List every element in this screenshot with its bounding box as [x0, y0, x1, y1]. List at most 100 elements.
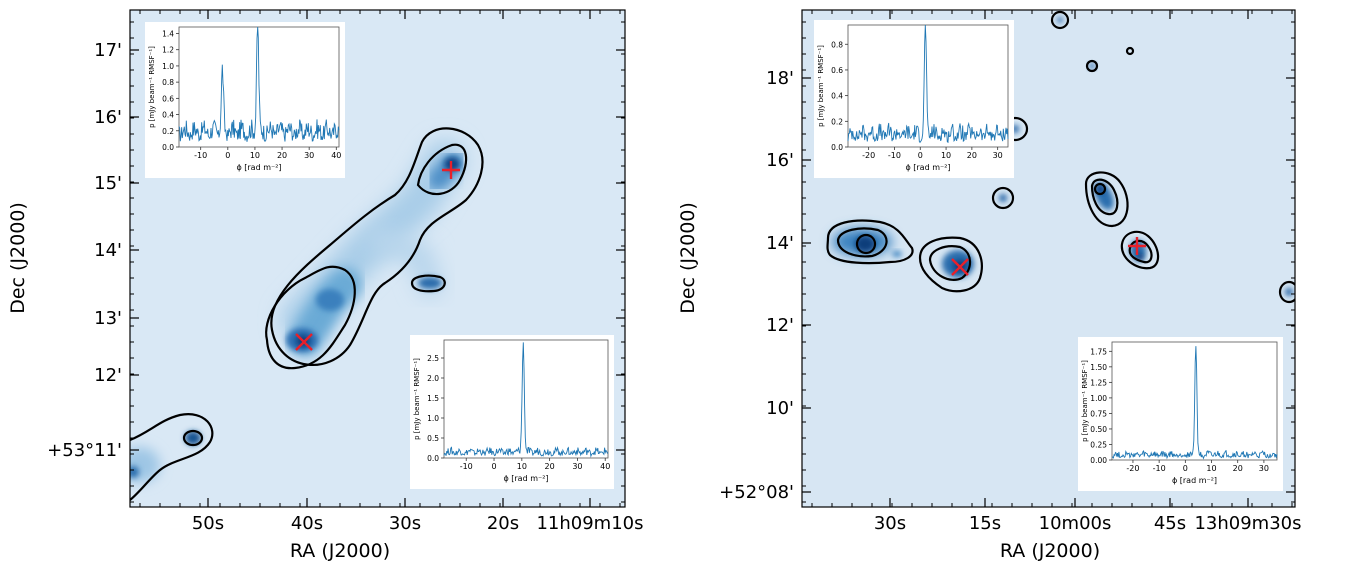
inset-y-tick-label: 0.4 [162, 111, 174, 120]
x-tick-label: 15s [969, 513, 1001, 534]
y-tick-label: 13' [94, 308, 122, 329]
left-emission [130, 127, 484, 501]
left-contours [130, 127, 484, 501]
inset-x-tick-label: 40 [331, 151, 341, 160]
inset-y-tick-label: 1.4 [162, 29, 174, 38]
inset-y-axis-title: p [mJy beam⁻¹ RMSF⁻¹] [1081, 360, 1089, 442]
inset-y-tick-label: 0.25 [1090, 440, 1107, 449]
y-tick-label: +52°08' [719, 482, 794, 503]
inset-right-top: -20 -10 0 10 20 30 0.0 0.2 0.4 0.6 0.8 ϕ [rad m⁻²] p… [814, 20, 1014, 178]
inset-x-axis-title: ϕ [rad m⁻²] [1172, 476, 1217, 485]
left-x-axis-title: RA (J2000) [290, 540, 390, 562]
inset-y-tick-label: 1.25 [1090, 378, 1107, 387]
inset-y-tick-label: 0.75 [1090, 409, 1107, 418]
inset-x-tick-label: 10 [250, 151, 260, 160]
inset-x-tick-label: 0 [225, 151, 230, 160]
inset-x-tick-label: 10 [941, 151, 951, 160]
inset-y-tick-label: 2.5 [427, 354, 439, 363]
inset-y-tick-label: 0.6 [831, 66, 843, 75]
inset-spectrum-line [178, 26, 340, 143]
inset-spectrum-line [1111, 346, 1278, 460]
right-contours [826, 10, 1295, 304]
y-tick-label: 18' [766, 68, 794, 89]
right-x-axis-title: RA (J2000) [1000, 540, 1100, 562]
inset-left-bottom: -10 0 10 20 30 40 0.0 0.5 1.0 1.5 2.0 2.5 ϕ [rad m⁻²… [410, 335, 614, 489]
left-plus-marker [442, 161, 460, 179]
y-tick-label: 12' [94, 365, 122, 386]
x-tick-label: 13h09m30s [1194, 513, 1301, 534]
inset-y-tick-label: 1.75 [1090, 347, 1107, 356]
inset-x-axis-title: ϕ [rad m⁻²] [503, 474, 548, 483]
inset-y-tick-label: 0.8 [831, 40, 843, 49]
inset-x-tick-label: -10 [460, 462, 473, 471]
x-tick-label: 30s [389, 513, 421, 534]
left-y-axis-title: Dec (J2000) [7, 202, 29, 314]
right-map-frame [801, 9, 1296, 508]
x-tick-label: 10m00s [1039, 513, 1112, 534]
x-tick-label: 11h09m10s [536, 513, 643, 534]
y-tick-label: 14' [766, 233, 794, 254]
y-tick-label: 10' [766, 398, 794, 419]
inset-y-tick-label: 1.0 [427, 414, 439, 423]
left-cross-marker [295, 333, 313, 351]
inset-y-tick-label: 1.0 [162, 62, 174, 71]
inset-y-tick-label: 0.0 [162, 143, 174, 152]
inset-y-tick-label: 0.50 [1090, 425, 1107, 434]
inset-x-tick-label: 30 [304, 151, 314, 160]
y-tick-label: 16' [766, 150, 794, 171]
inset-x-tick-label: 0 [1183, 464, 1188, 473]
inset-x-tick-label: 20 [1233, 464, 1243, 473]
y-tick-label: +53°11' [47, 440, 122, 461]
inset-x-tick-label: 10 [517, 462, 527, 471]
inset-x-tick-label: 0 [491, 462, 496, 471]
inset-x-tick-label: -10 [194, 151, 207, 160]
inset-x-tick-label: 30 [572, 462, 582, 471]
inset-x-tick-label: 10 [1206, 464, 1216, 473]
y-tick-label: 16' [94, 107, 122, 128]
x-tick-label: 40s [291, 513, 323, 534]
inset-y-tick-label: 1.50 [1090, 363, 1107, 372]
inset-x-tick-label: -10 [1153, 464, 1166, 473]
y-tick-label: 14' [94, 240, 122, 261]
right-y-axis-title: Dec (J2000) [677, 202, 699, 314]
x-tick-label: 45s [1154, 513, 1186, 534]
x-tick-label: 30s [874, 513, 906, 534]
inset-y-tick-label: 0.5 [427, 434, 439, 443]
inset-x-tick-label: -10 [888, 151, 901, 160]
inset-x-axis-title: ϕ [rad m⁻²] [905, 163, 950, 172]
left-ticks: 50s 40s 30s 20s 11h09m10s +53°11' 12' 13' 14' 15'… [47, 10, 644, 534]
inset-x-tick-label: 20 [545, 462, 555, 471]
inset-x-axis-title: ϕ [rad m⁻²] [236, 163, 281, 172]
inset-spectrum-line [443, 342, 609, 458]
left-panel: 50s 40s 30s 20s 11h09m10s +53°11' 12' 13' 14' 15'… [47, 9, 644, 534]
inset-y-tick-label: 0.0 [427, 454, 439, 463]
inset-x-tick-label: 20 [967, 151, 977, 160]
inset-x-tick-label: -20 [1126, 464, 1139, 473]
right-ticks: 30s 15s 10m00s 45s 13h09m30s +52°08' 10' 12' 14'… [719, 10, 1302, 534]
inset-y-tick-label: 1.2 [162, 46, 174, 55]
y-tick-label: 12' [766, 315, 794, 336]
inset-y-tick-label: 0.00 [1090, 456, 1107, 465]
inset-x-tick-label: -20 [862, 151, 875, 160]
inset-y-tick-label: 1.5 [427, 394, 439, 403]
inset-x-tick-label: 20 [277, 151, 287, 160]
inset-y-tick-label: 0.6 [162, 94, 174, 103]
inset-right-bottom: -20 -10 0 10 20 30 0.00 0.25 0.50 0.75 1.00 1.25 1.5… [1078, 337, 1283, 491]
inset-y-axis-title: p [mJy beam⁻¹ RMSF⁻¹] [413, 358, 421, 440]
inset-x-tick-label: 30 [993, 151, 1003, 160]
inset-y-axis-title: p [mJy beam⁻¹ RMSF⁻¹] [148, 46, 156, 128]
right-plus-marker [1128, 237, 1146, 255]
inset-spectrum-line [847, 24, 1009, 144]
inset-y-tick-label: 1.00 [1090, 394, 1107, 403]
left-map-frame [129, 9, 626, 508]
inset-y-tick-label: 0.2 [162, 127, 174, 136]
inset-y-tick-label: 0.2 [831, 117, 843, 126]
inset-y-tick-label: 0.0 [831, 143, 843, 152]
inset-left-top: -10 0 10 20 30 40 0.0 0.2 0.4 0.6 0.8 1.0 1.2 1.4 ϕ [r… [145, 22, 345, 178]
inset-y-tick-label: 0.8 [162, 78, 174, 87]
inset-x-tick-label: 0 [918, 151, 923, 160]
y-tick-label: 17' [94, 40, 122, 61]
x-tick-label: 20s [487, 513, 519, 534]
inset-y-axis-title: p [mJy beam⁻¹ RMSF⁻¹] [817, 45, 825, 127]
